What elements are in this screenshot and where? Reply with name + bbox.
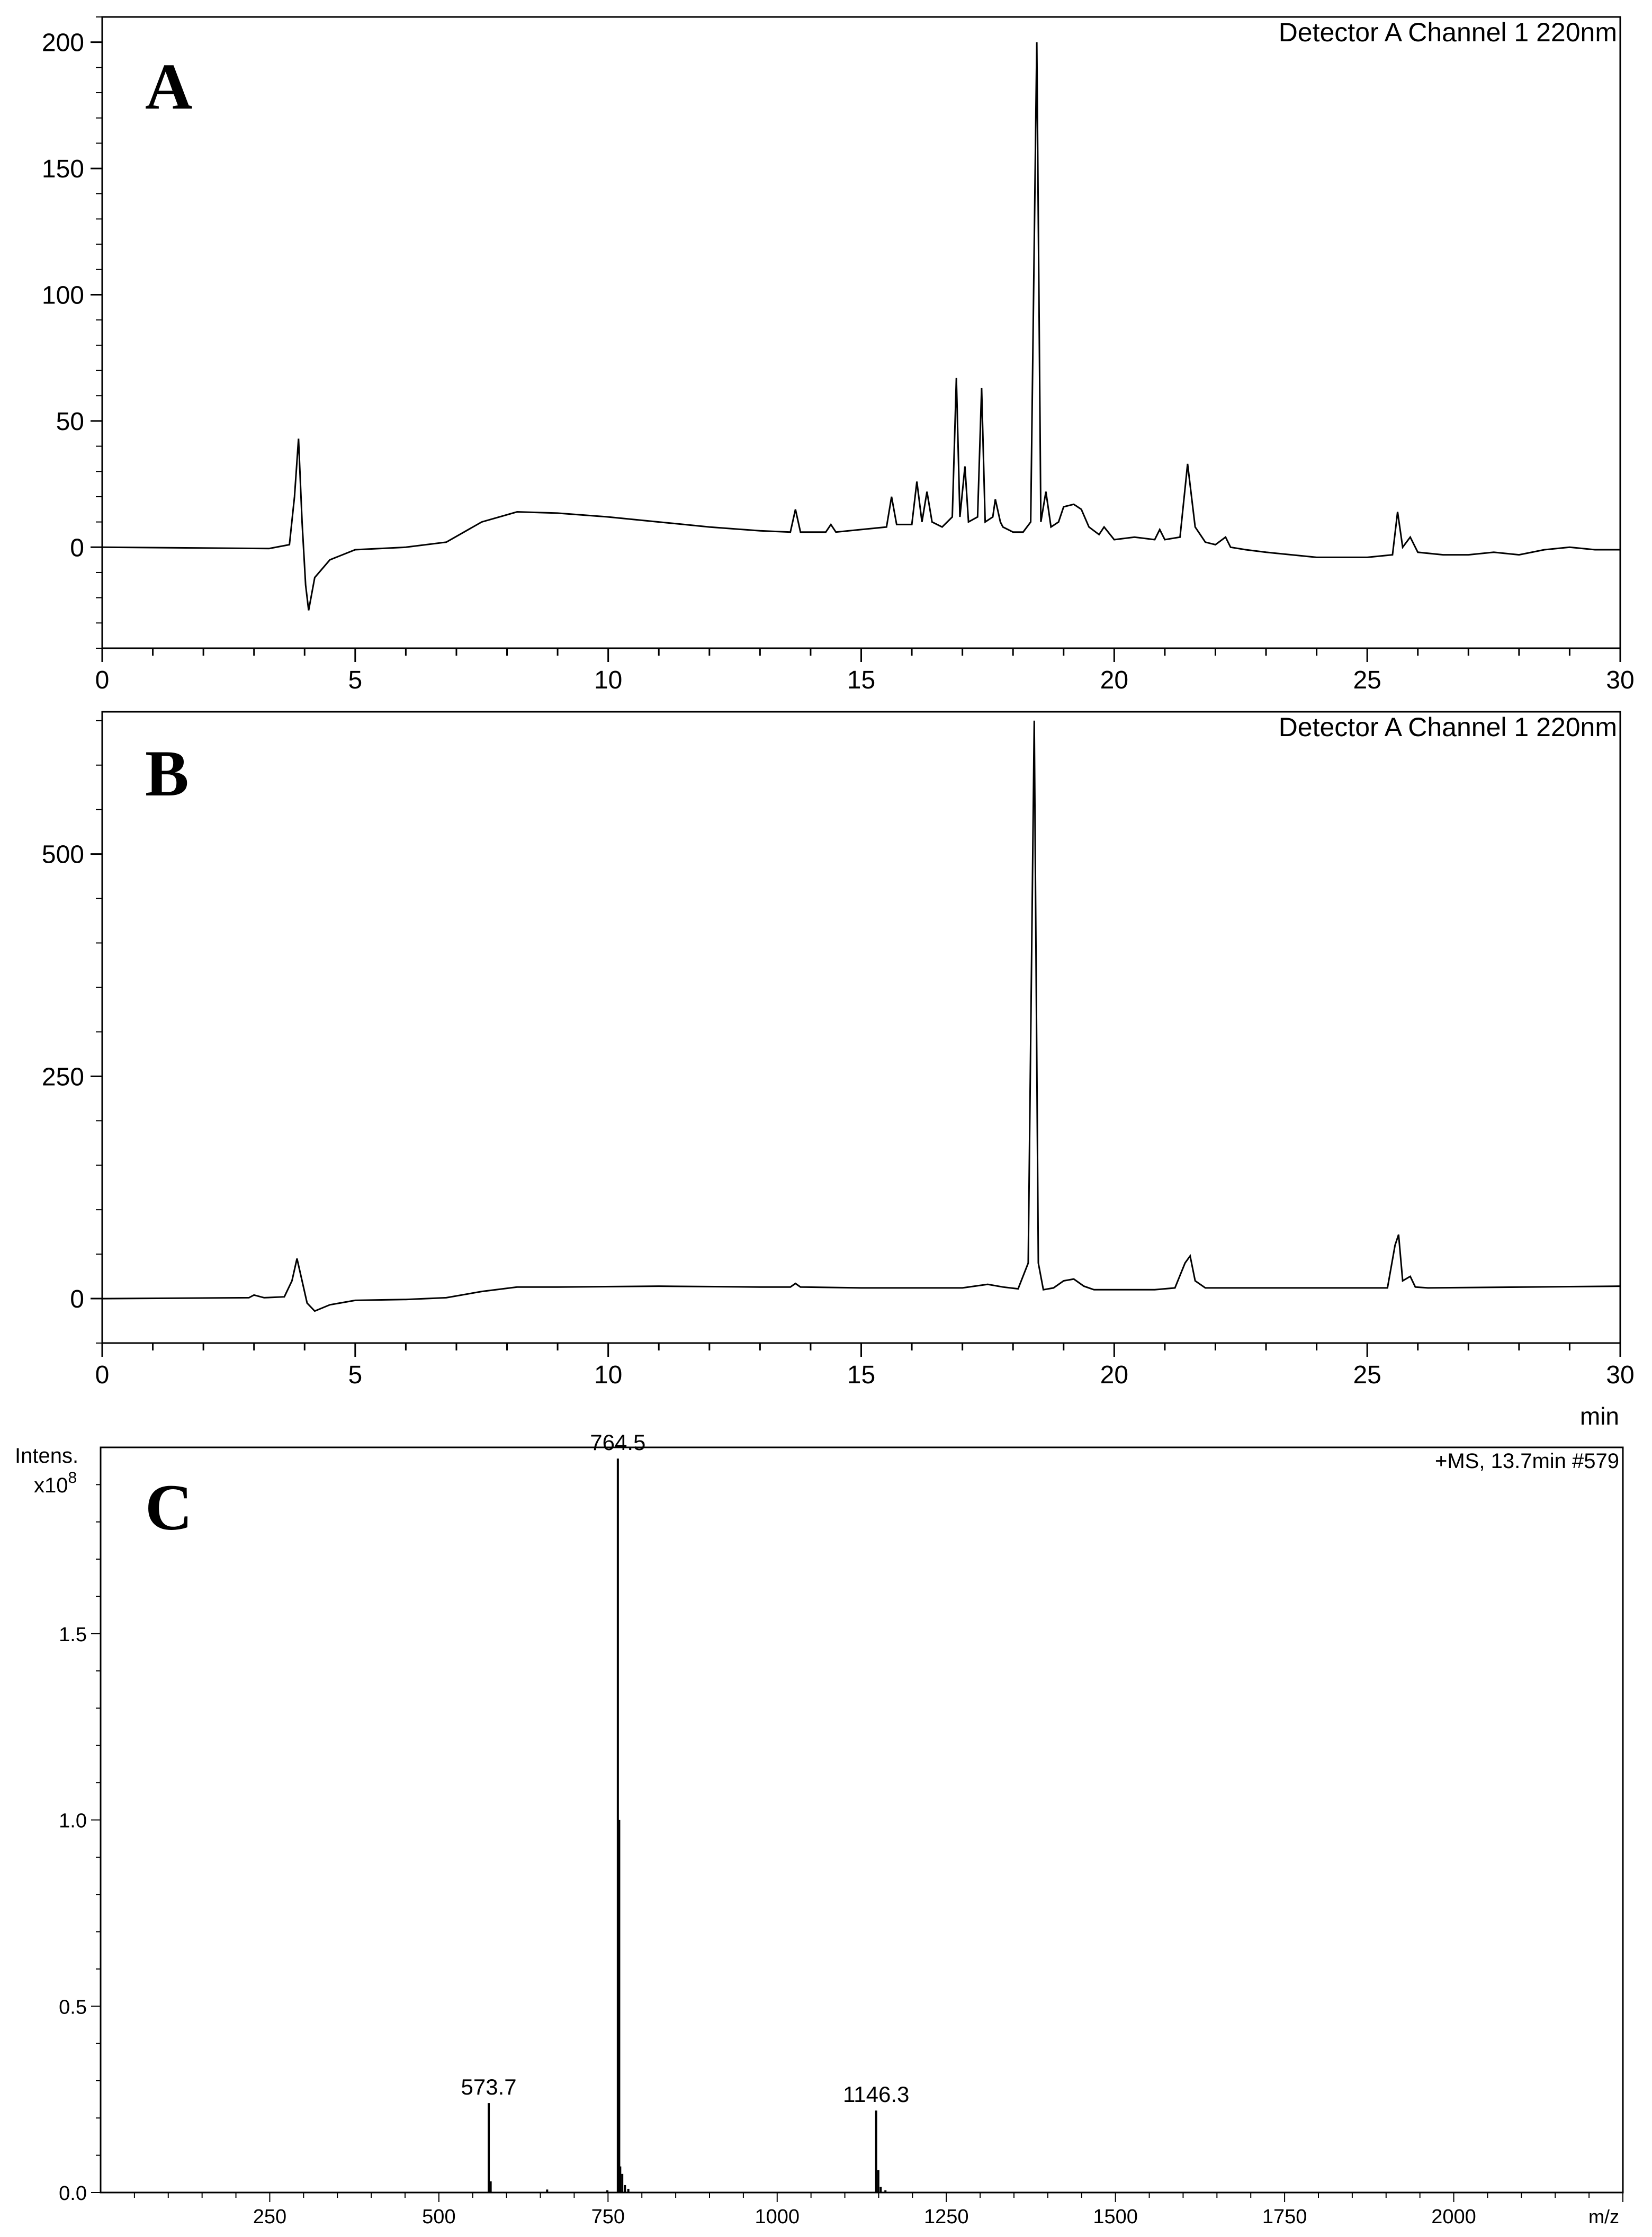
panel-c-peak-label: 573.7 xyxy=(461,2074,517,2099)
panel-a-x-tick-label: 15 xyxy=(847,666,875,694)
panel-c-peaks: 573.7 764.5 1146.3 xyxy=(461,1430,909,2193)
panel-a-letter: A xyxy=(145,50,193,123)
panel-a-y-tick-label: 50 xyxy=(56,408,84,436)
panel-a-y-tick-label: 200 xyxy=(42,29,84,57)
panel-a-chromatogram: A Detector A Channel 1 220nm 0 5 10 15 20 25 3… xyxy=(42,16,1635,694)
panel-c-y-tick-label: 1.5 xyxy=(59,1624,87,1646)
panel-a-x-tick-label: 30 xyxy=(1606,666,1634,694)
panel-b-x-tick-label: 0 xyxy=(95,1361,110,1389)
panel-b-axis-ticks: 0 5 10 15 20 25 30 0 250 500 xyxy=(42,720,1635,1389)
panel-a-y-tick-label: 100 xyxy=(42,281,84,309)
panel-c-axis-ticks: 250 500 750 1000 1250 1500 1750 2000 0.0 0.5 1.0 1.… xyxy=(59,1484,1623,2228)
panel-b-x-axis-title: min xyxy=(1580,1402,1619,1430)
panel-c-letter: C xyxy=(145,1471,193,1544)
panel-a-y-tick-label: 150 xyxy=(42,155,84,183)
panel-b-x-tick-label: 15 xyxy=(847,1361,875,1389)
panel-c-y-axis-scale-exponent: 8 xyxy=(68,1469,77,1487)
panel-a-x-tick-label: 25 xyxy=(1353,666,1381,694)
panel-c-x-tick-label: 2000 xyxy=(1431,2206,1476,2228)
panel-a-y-tick-label: 0 xyxy=(70,534,84,562)
panel-b-y-tick-label: 0 xyxy=(70,1285,84,1313)
panel-c-header: +MS, 13.7min #579 xyxy=(1435,1449,1619,1473)
panel-c-x-tick-label: 1750 xyxy=(1262,2206,1307,2228)
panel-b-x-tick-label: 10 xyxy=(594,1361,622,1389)
panel-c-mass-spectrum: C +MS, 13.7min #579 Intens. x108 m/z 250… xyxy=(15,1430,1624,2228)
panel-c-y-tick-label: 1.0 xyxy=(59,1810,87,1832)
panel-a-axis-ticks: 0 5 10 15 20 25 30 0 50 100 150 200 xyxy=(42,16,1635,694)
panel-c-x-tick-label: 500 xyxy=(422,2206,455,2228)
panel-a-x-tick-label: 20 xyxy=(1100,666,1128,694)
panel-c-y-tick-label: 0.0 xyxy=(59,2182,87,2205)
panel-c-y-axis-scale: x108 xyxy=(34,1469,77,1497)
panel-b-chromatogram-trace xyxy=(102,720,1621,1312)
panel-b-y-tick-label: 500 xyxy=(42,841,84,869)
panel-c-y-axis-scale-base: x10 xyxy=(34,1474,68,1497)
panel-c-peak-label: 764.5 xyxy=(590,1430,645,1455)
panel-c-x-tick-label: 750 xyxy=(591,2206,625,2228)
panel-b-letter: B xyxy=(145,737,189,810)
panel-b-x-tick-label: 30 xyxy=(1606,1361,1634,1389)
panel-c-x-axis-title: m/z xyxy=(1588,2206,1619,2227)
panel-b-header: Detector A Channel 1 220nm xyxy=(1279,712,1617,742)
panel-c-y-tick-label: 0.5 xyxy=(59,1996,87,2018)
panel-c-x-tick-label: 250 xyxy=(253,2206,286,2228)
panel-b-chromatogram: B Detector A Channel 1 220nm min 0 5 10 15 2… xyxy=(42,711,1635,1430)
panel-c-y-axis-title: Intens. xyxy=(15,1444,78,1468)
panel-a-x-tick-label: 5 xyxy=(348,666,362,694)
panel-c-peak-label: 1146.3 xyxy=(843,2082,909,2107)
panel-c-x-tick-label: 1500 xyxy=(1093,2206,1138,2228)
panel-a-chromatogram-trace xyxy=(102,42,1620,611)
panel-b-x-tick-label: 5 xyxy=(348,1361,362,1389)
panel-b-x-tick-label: 20 xyxy=(1100,1361,1128,1389)
panel-a-header: Detector A Channel 1 220nm xyxy=(1279,17,1617,47)
panel-c-x-tick-label: 1000 xyxy=(755,2206,800,2228)
panel-b-y-tick-label: 250 xyxy=(42,1063,84,1091)
panel-b-x-tick-label: 25 xyxy=(1353,1361,1381,1389)
panel-a-x-tick-label: 10 xyxy=(594,666,622,694)
panel-a-x-tick-label: 0 xyxy=(95,666,110,694)
panel-c-x-tick-label: 1250 xyxy=(924,2206,969,2228)
